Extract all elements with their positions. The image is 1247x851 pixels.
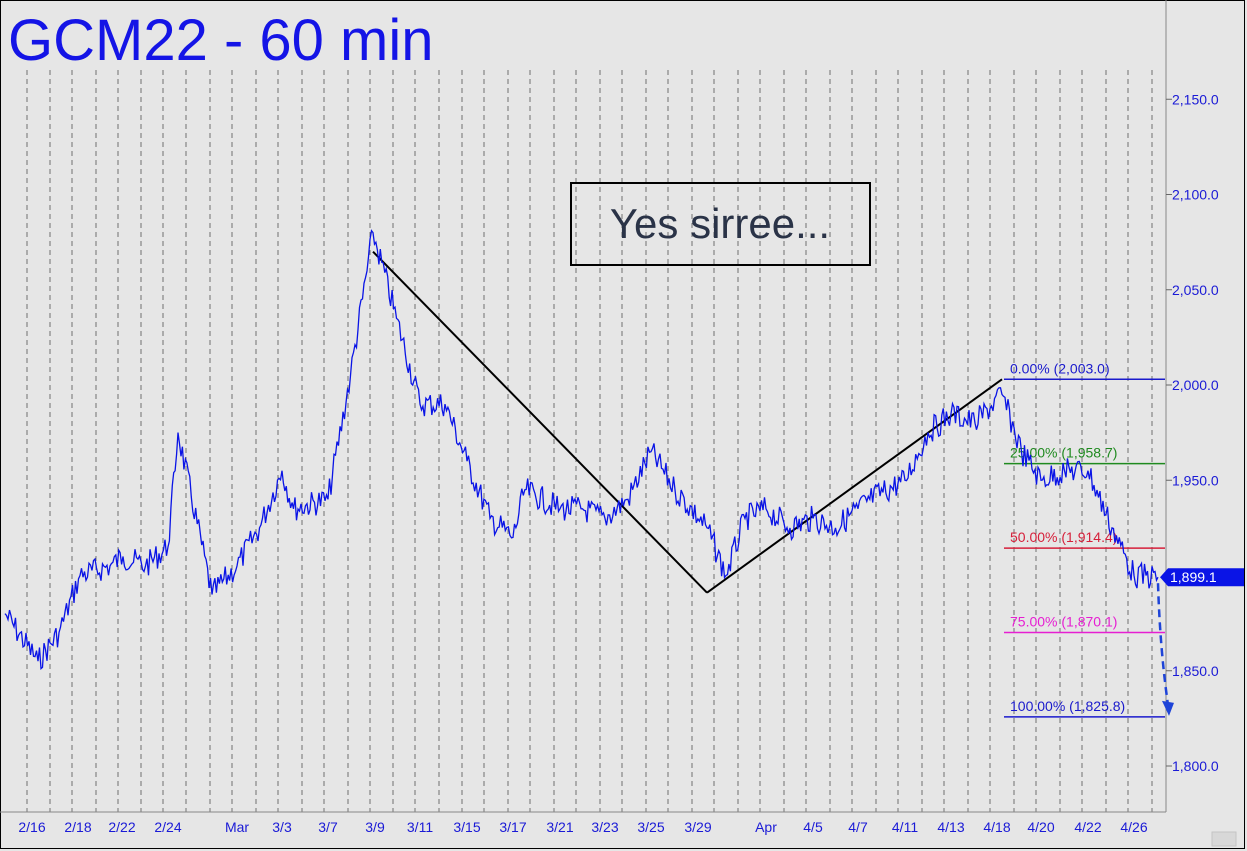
fib-level-label: 0.00% (2,003.0) [1010,360,1110,376]
fibonacci-levels: 0.00% (2,003.0) 25.00% (1,958.7) 50.00% (1… [1004,360,1165,718]
x-tick-label: 4/13 [937,819,964,835]
fib-level-label: 25.00% (1,958.7) [1010,445,1117,461]
price-series-line [4,229,1159,670]
fib-level-label: 100.00% (1,825.8) [1010,698,1125,714]
x-tick-label: 3/25 [637,819,664,835]
y-tick-label: 2,100.0 [1172,187,1219,203]
x-tick-label: 3/23 [591,819,618,835]
x-tick-label: 3/17 [499,819,526,835]
x-tick-label: 3/11 [407,819,433,835]
fib-level-label: 75.00% (1,870.1) [1010,613,1117,629]
x-tick-label: 2/18 [64,819,91,835]
y-tick-label: 1,800.0 [1172,758,1219,774]
x-tick-label: 3/15 [453,819,480,835]
pattern-lines [372,250,1003,594]
last-value-label: 1,899.1 [1170,569,1217,585]
annotation-border [570,182,871,266]
x-tick-label: 4/18 [983,819,1010,835]
x-tick-label: 2/16 [18,819,45,835]
y-tick-label: 1,950.0 [1172,472,1219,488]
y-tick-label: 2,000.0 [1172,377,1219,393]
y-tick-label: 2,150.0 [1172,91,1219,107]
chart-title: GCM22 - 60 min [8,8,433,73]
x-tick-label: 3/21 [546,819,573,835]
x-tick-label: 4/20 [1027,819,1054,835]
vertical-gridlines [26,70,1153,812]
pattern-line [372,250,708,594]
annotation-text: Yes sirree... [610,200,830,247]
x-tick-label: Mar [225,819,249,835]
watermark-icon [1211,831,1237,847]
x-tick-label: 3/9 [365,819,385,835]
y-axis-ticks: 2,150.02,100.02,050.02,000.01,950.01,900… [1166,91,1219,774]
x-tick-label: 3/3 [272,819,292,835]
x-tick-label: 2/24 [154,819,181,835]
fib-level-label: 50.00% (1,914.4) [1010,529,1117,545]
x-tick-label: 4/11 [892,819,918,835]
x-tick-label: 3/7 [318,819,338,835]
x-tick-label: 4/7 [848,819,868,835]
x-tick-label: 4/5 [803,819,823,835]
last-value-tag: 1,899.1 [1160,568,1244,587]
y-tick-label: 1,850.0 [1172,663,1219,679]
x-tick-label: 3/29 [684,819,711,835]
projection-arrow-line [1156,583,1170,706]
x-axis-ticks: 2/16 2/18 2/22 2/24 Mar 3/3 3/7 3/9 3/11 3/15 3/17… [18,819,1147,835]
x-tick-label: 4/26 [1120,819,1147,835]
x-tick-label: Apr [755,819,777,835]
projection-arrow-head [1162,700,1174,716]
x-tick-label: 2/22 [108,819,135,835]
pattern-line [706,378,1003,594]
y-tick-label: 2,050.0 [1172,282,1219,298]
x-tick-label: 4/22 [1074,819,1101,835]
annotation-box: Yes sirree... [570,182,871,266]
